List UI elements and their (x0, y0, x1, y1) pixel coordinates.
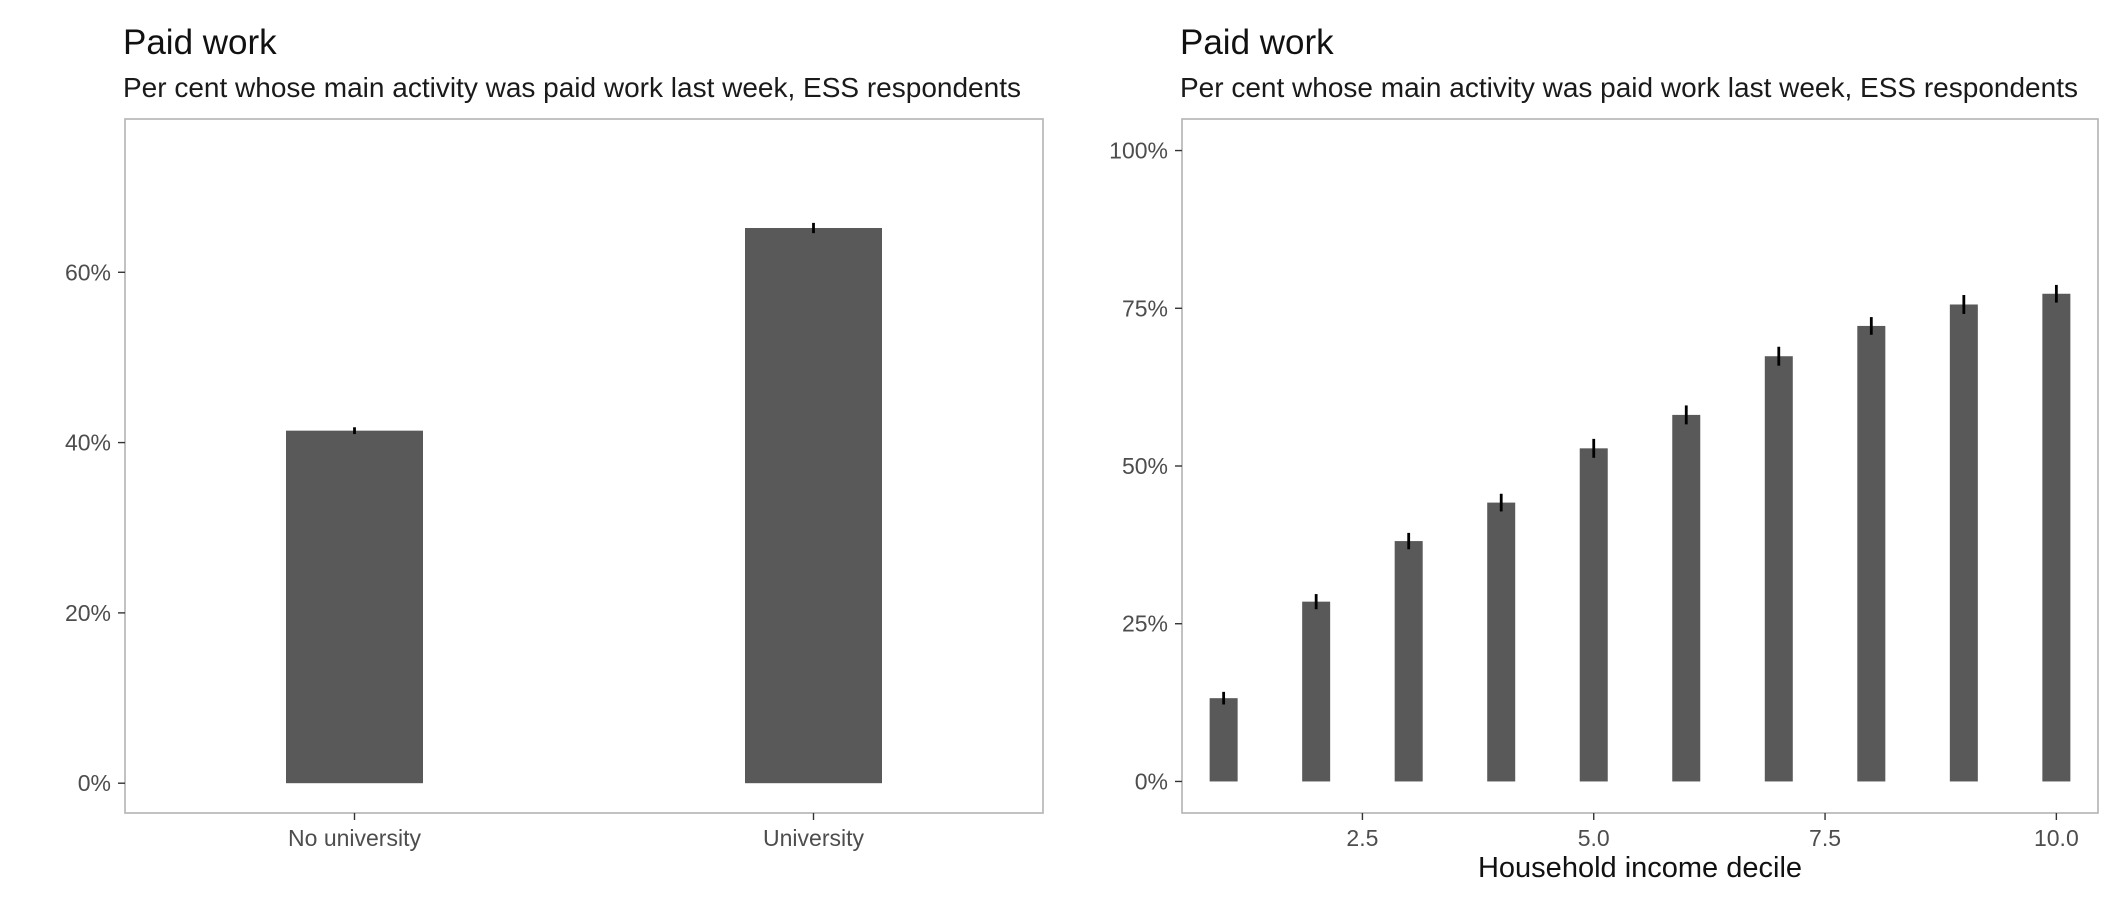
y-tick-label: 0% (1135, 768, 1168, 794)
bar (1394, 541, 1423, 782)
x-tick-label: 5.0 (1578, 825, 1610, 851)
bar (1209, 698, 1238, 782)
chart-left-y-axis: 0% 20% 40% 60% (65, 259, 125, 796)
y-tick-label: 100% (1109, 138, 1168, 164)
bar (1949, 304, 1978, 782)
y-tick-label: 20% (65, 600, 111, 626)
chart-right-title: Paid work (1180, 23, 1334, 62)
x-tick-label: University (763, 825, 864, 851)
bar (1672, 414, 1701, 782)
x-tick-label: 2.5 (1346, 825, 1378, 851)
chart-left-subtitle: Per cent whose main activity was paid wo… (123, 72, 1021, 103)
x-tick-label: 7.5 (1809, 825, 1841, 851)
bar (1857, 325, 1886, 782)
chart-right-subtitle: Per cent whose main activity was paid wo… (1180, 72, 2078, 103)
chart-left: Paid work Per cent whose main activity w… (65, 23, 1044, 851)
bar (1302, 601, 1331, 782)
y-tick-label: 40% (65, 430, 111, 456)
bar (1487, 502, 1516, 782)
y-tick-label: 50% (1122, 453, 1168, 479)
chart-left-title: Paid work (123, 23, 277, 62)
y-tick-label: 25% (1122, 611, 1168, 637)
y-tick-label: 75% (1122, 295, 1168, 321)
bar (2042, 293, 2071, 782)
chart-right: Paid work Per cent whose main activity w… (1109, 23, 2099, 884)
bar (286, 430, 423, 784)
x-tick-label: No university (288, 825, 421, 851)
bar (1764, 356, 1793, 782)
bar (745, 227, 882, 784)
chart-right-bars (1209, 284, 2071, 782)
chart-right-y-axis: 0% 25% 50% 75% 100% (1109, 138, 1182, 794)
bar (1579, 448, 1608, 782)
chart-right-x-axis: 2.5 5.0 7.5 10.0 (1346, 813, 2079, 851)
y-tick-label: 0% (78, 770, 111, 796)
chart-left-bars (286, 222, 882, 784)
chart-left-x-axis: No university University (288, 813, 864, 851)
x-tick-label: 10.0 (2034, 825, 2079, 851)
y-tick-label: 60% (65, 259, 111, 285)
chart-right-x-axis-title: Household income decile (1478, 852, 1802, 884)
chart-left-panel (124, 118, 1044, 814)
